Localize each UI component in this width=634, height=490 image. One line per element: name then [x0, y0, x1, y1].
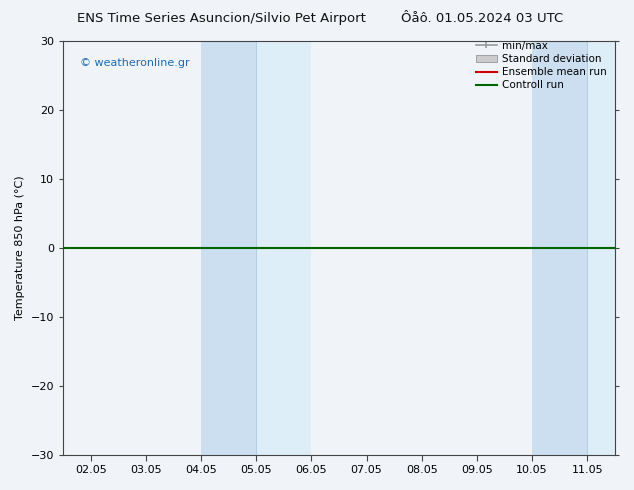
Y-axis label: Temperature 850 hPa (°C): Temperature 850 hPa (°C): [15, 175, 25, 320]
Text: Ôåô. 01.05.2024 03 UTC: Ôåô. 01.05.2024 03 UTC: [401, 12, 563, 25]
Text: © weatheronline.gr: © weatheronline.gr: [80, 58, 190, 68]
Legend: min/max, Standard deviation, Ensemble mean run, Controll run: min/max, Standard deviation, Ensemble me…: [472, 38, 610, 94]
Bar: [587, 41, 634, 455]
Bar: [201, 41, 256, 455]
Text: ENS Time Series Asuncion/Silvio Pet Airport: ENS Time Series Asuncion/Silvio Pet Airp…: [77, 12, 366, 25]
Bar: [532, 41, 587, 455]
Bar: [256, 41, 311, 455]
